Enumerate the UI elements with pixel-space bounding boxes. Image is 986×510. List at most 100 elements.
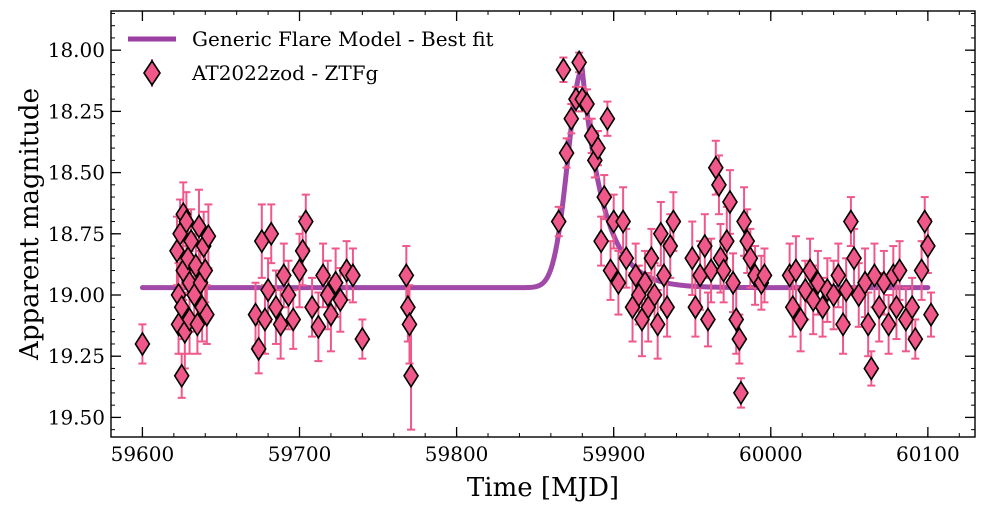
data-point [684,245,701,271]
y-tick-label: 19.25 [48,344,105,368]
data-point [792,306,809,332]
data-point [835,311,851,337]
data-point [916,209,933,235]
data-point [267,294,284,320]
data-point [725,270,742,296]
legend-data-label: AT2022zod - ZTFg [191,61,379,85]
y-tick-label: 18.75 [48,222,105,246]
y-tick-label: 18.00 [48,38,105,62]
data-point [291,258,308,284]
y-tick-label: 19.50 [48,405,105,429]
data-point [247,302,264,328]
data-point [563,106,580,132]
data-point [257,306,273,332]
data-point [846,245,862,271]
x-tick-label: 59700 [268,442,332,466]
data-point [871,294,888,320]
data-point [327,270,344,296]
x-tick-label: 59600 [111,442,175,466]
data-point [710,172,727,198]
data-point [173,294,190,320]
data-point [354,326,371,352]
data-point [134,331,151,357]
data-point [590,135,606,161]
data-point [579,91,595,117]
legend: Generic Flare Model - Best fit AT2022zod… [128,27,494,87]
data-point [198,302,215,328]
data-point [189,311,206,337]
data-point [742,245,759,271]
data-point [838,277,855,303]
data-points [134,49,939,406]
data-point [615,209,632,235]
data-point [904,294,921,320]
data-point [696,233,713,259]
y-tick-label: 18.50 [48,161,105,185]
plot-frame [110,10,976,438]
data-point [652,221,669,247]
data-point [332,287,349,313]
data-point [272,311,289,337]
data-point [907,326,924,352]
data-point [571,49,588,75]
data-point [646,282,663,308]
data-point [285,306,302,332]
data-point [721,189,738,215]
data-point [703,258,720,284]
x-tick-label: 60100 [896,442,960,466]
data-point [596,184,613,210]
data-point [728,306,745,332]
data-point [860,311,877,337]
y-axis-label: Apparent magnitude [15,88,45,361]
data-point [403,363,419,389]
data-point [260,277,277,303]
data-point [310,314,327,340]
data-point [599,106,616,132]
data-point [662,233,679,259]
data-point [880,311,897,337]
data-point [550,209,567,235]
data-point [830,262,847,288]
data-point [593,228,610,254]
x-tick-label: 60000 [739,442,803,466]
legend-diamond [143,59,161,87]
data-point [715,258,732,284]
data-point [731,326,748,352]
data-point [398,262,415,288]
data-point [784,294,801,320]
data-point [656,262,672,288]
data-point [250,336,267,362]
data-point [923,302,939,328]
data-point [659,294,676,320]
data-point [200,223,217,249]
axis-ticks: 59600 59700 59800 59900 60000 60100 18.00 18.25… [48,11,975,466]
data-point [919,233,936,259]
data-point [294,238,311,264]
plot-content [134,49,939,431]
data-point [649,311,666,337]
data-point [756,262,773,288]
data-point [802,258,819,284]
data-point [275,262,292,288]
data-point [344,262,361,288]
x-axis-label: Time [MJD] [467,473,619,503]
data-point [191,213,207,239]
data-point [322,302,339,328]
data-point [602,258,619,284]
data-point [637,270,654,296]
plot-area [134,49,939,431]
data-point [787,258,804,284]
data-point [618,245,635,271]
data-point [610,270,627,296]
legend-diamond-marker-icon [143,59,161,87]
data-point [197,258,214,284]
data-point [315,262,332,288]
data-point [814,294,831,320]
y-tick-label: 19.00 [48,283,105,307]
legend-model-label: Generic Flare Model - Best fit [192,27,494,51]
data-point [173,363,190,389]
data-point [297,209,314,235]
data-point [699,306,716,332]
data-point [280,282,297,308]
